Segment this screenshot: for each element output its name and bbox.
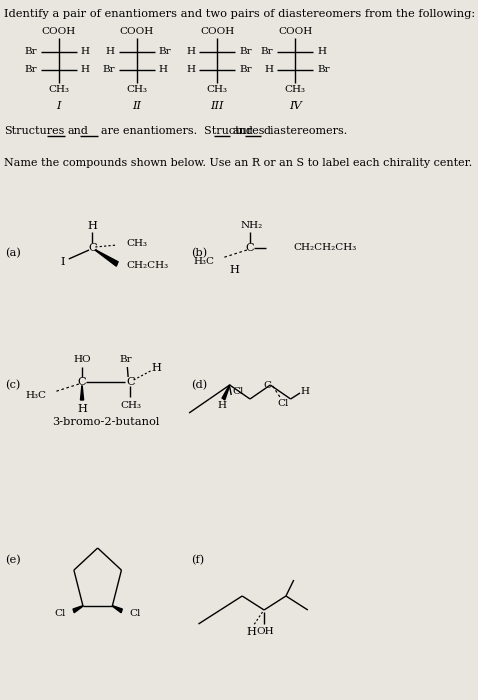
Text: H: H: [317, 48, 326, 57]
Text: C: C: [246, 243, 254, 253]
Text: CH₃: CH₃: [127, 239, 148, 248]
Text: IV: IV: [289, 101, 302, 111]
Text: H: H: [106, 48, 115, 57]
Text: H: H: [217, 400, 227, 410]
Text: H₃C: H₃C: [193, 256, 214, 265]
Text: C: C: [88, 243, 97, 253]
Text: C: C: [78, 377, 87, 387]
Text: H: H: [264, 66, 273, 74]
Text: H: H: [80, 48, 89, 57]
Text: and: and: [232, 126, 253, 136]
Text: H: H: [186, 48, 196, 57]
Text: and: and: [67, 126, 88, 136]
Text: CH₃: CH₃: [120, 400, 141, 410]
Text: Cl: Cl: [233, 388, 244, 396]
Text: H: H: [80, 66, 89, 74]
Text: (e): (e): [5, 555, 21, 565]
Text: (a): (a): [5, 248, 21, 258]
Text: Br: Br: [24, 66, 37, 74]
Text: (d): (d): [191, 380, 207, 390]
Text: Name the compounds shown below. Use an R or an S to label each chirality center.: Name the compounds shown below. Use an R…: [4, 158, 472, 168]
Text: Br: Br: [120, 356, 132, 365]
Polygon shape: [222, 385, 230, 400]
Text: Br: Br: [159, 48, 171, 57]
Text: CH₃: CH₃: [126, 85, 147, 94]
Text: (b): (b): [191, 248, 207, 258]
Text: H: H: [77, 404, 87, 414]
Text: H: H: [186, 66, 196, 74]
Text: Cl: Cl: [54, 610, 66, 618]
Text: C: C: [263, 381, 271, 389]
Text: H: H: [300, 386, 309, 395]
Text: (c): (c): [5, 380, 20, 390]
Polygon shape: [95, 250, 118, 266]
Text: Br: Br: [239, 66, 252, 74]
Text: Cl: Cl: [130, 610, 141, 618]
Text: Br: Br: [317, 66, 330, 74]
Text: C: C: [126, 377, 135, 387]
Text: H: H: [87, 221, 97, 231]
Text: COOH: COOH: [120, 27, 154, 36]
Text: OH: OH: [257, 627, 274, 636]
Text: III: III: [210, 101, 224, 111]
Text: COOH: COOH: [200, 27, 234, 36]
Polygon shape: [80, 386, 84, 400]
Polygon shape: [112, 606, 122, 612]
Polygon shape: [73, 606, 83, 612]
Text: Structures: Structures: [4, 126, 64, 136]
Text: I: I: [56, 101, 61, 111]
Text: 3-bromo-2-butanol: 3-bromo-2-butanol: [52, 417, 159, 427]
Text: H: H: [247, 627, 257, 637]
Text: Cl: Cl: [277, 398, 289, 407]
Text: I: I: [60, 257, 65, 267]
Text: Br: Br: [261, 48, 273, 57]
Text: H: H: [229, 265, 239, 275]
Text: (f): (f): [191, 555, 204, 565]
Text: CH₂CH₃: CH₂CH₃: [127, 262, 169, 270]
Text: are enantiomers.  Structures: are enantiomers. Structures: [101, 126, 264, 136]
Text: CH₂CH₂CH₃: CH₂CH₂CH₃: [293, 244, 356, 253]
Text: H: H: [159, 66, 168, 74]
Text: H: H: [152, 363, 161, 373]
Text: H₃C: H₃C: [25, 391, 46, 400]
Text: Br: Br: [24, 48, 37, 57]
Text: COOH: COOH: [42, 27, 76, 36]
Text: NH₂: NH₂: [240, 221, 263, 230]
Text: diastereomers.: diastereomers.: [263, 126, 348, 136]
Text: II: II: [132, 101, 141, 111]
Text: CH₃: CH₃: [285, 85, 306, 94]
Text: CH₃: CH₃: [48, 85, 69, 94]
Text: COOH: COOH: [278, 27, 313, 36]
Text: Identify a pair of enantiomers and two pairs of diastereomers from the following: Identify a pair of enantiomers and two p…: [4, 9, 475, 19]
Text: CH₃: CH₃: [206, 85, 228, 94]
Text: Br: Br: [239, 48, 252, 57]
Text: HO: HO: [73, 356, 91, 365]
Text: Br: Br: [102, 66, 115, 74]
